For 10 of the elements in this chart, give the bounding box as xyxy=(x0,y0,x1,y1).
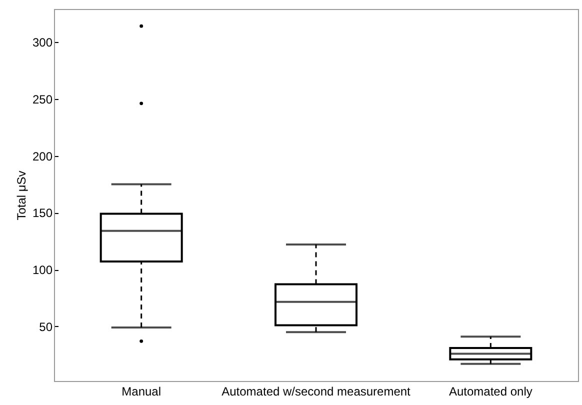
y-tick-label: 50 xyxy=(39,320,53,334)
x-tick-label: Automated only xyxy=(448,384,532,398)
y-tick-label: 150 xyxy=(32,206,53,220)
y-tick-label: 250 xyxy=(32,92,53,106)
y-axis-title: Total μSv xyxy=(14,170,28,220)
y-tick-label: 200 xyxy=(32,149,53,164)
y-tick-label: 100 xyxy=(32,263,53,278)
y-tick-label: 300 xyxy=(32,35,53,50)
x-tick-label: Automated w/second measurement xyxy=(222,384,412,398)
x-tick-label: Manual xyxy=(122,384,162,398)
